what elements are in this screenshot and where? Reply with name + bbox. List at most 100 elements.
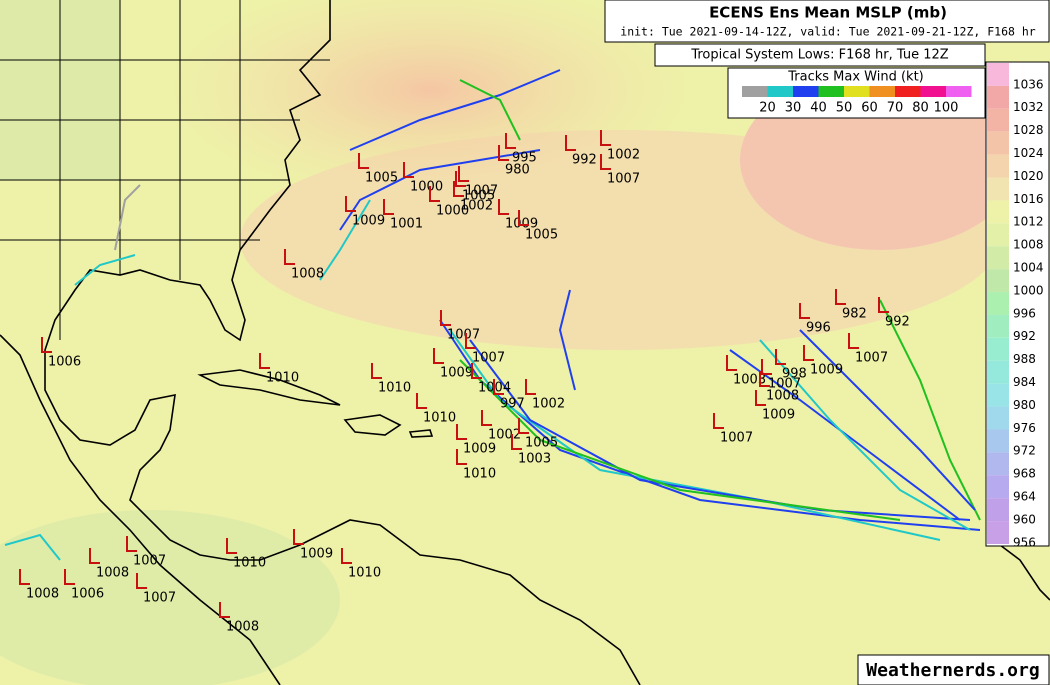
wind-label: 20 [759, 101, 776, 116]
low-pressure-label: 1007 [447, 328, 480, 343]
low-symbol [481, 410, 492, 426]
low-symbol [64, 569, 75, 585]
lows-caption-box [654, 43, 986, 67]
low-pressure-label: 1010 [348, 566, 381, 581]
state-borders [0, 0, 330, 340]
colorbar-label: 1000 [1013, 283, 1044, 297]
colorbar-label: 996 [1013, 306, 1036, 320]
low-pressure-label: 1007 [465, 184, 498, 199]
colorbar-label: 968 [1013, 467, 1036, 481]
wind-swatch [818, 86, 844, 97]
low-symbol [498, 199, 509, 215]
colorbar-cell [987, 452, 1009, 476]
track [469, 339, 971, 521]
track [558, 289, 576, 391]
colorbar-cell [987, 85, 1009, 109]
colorbar-label: 984 [1013, 375, 1036, 389]
wind-swatch [920, 86, 946, 97]
track [799, 329, 976, 511]
wind-swatch [742, 86, 768, 97]
low-symbol [518, 418, 529, 434]
colorbar-label: 1016 [1013, 192, 1044, 206]
low-pressure-label: 1010 [378, 381, 411, 396]
colorbar-cell [987, 292, 1009, 315]
low-symbol [284, 249, 295, 265]
low-symbol [341, 548, 352, 564]
low-symbol [525, 379, 536, 395]
cuba [197, 369, 341, 406]
low-symbol [799, 303, 810, 319]
low-symbol [433, 348, 444, 364]
wind-legend: 20 30 40 50 60 70 80 100 [742, 86, 972, 116]
low-symbol [518, 210, 529, 226]
wind-label: 60 [861, 101, 878, 116]
low-symbol [19, 569, 30, 585]
low-pressure-label: 1008 [226, 620, 259, 635]
track [759, 339, 971, 531]
colorbar-label: 1020 [1013, 169, 1044, 183]
wind-swatch [844, 86, 870, 97]
colorbar-label: 976 [1013, 421, 1036, 435]
lows-caption: Tropical System Lows: F168 hr, Tue 12Z [690, 48, 948, 63]
low-pressure-label: 1000 [410, 180, 443, 195]
low-symbol [259, 353, 270, 369]
low-symbol [600, 130, 611, 146]
colorbar-cell [987, 177, 1009, 201]
colorbar-cell [987, 521, 1009, 544]
low-pressure-label: 995 [512, 151, 537, 166]
low-symbol [458, 166, 469, 182]
low-symbol [126, 536, 137, 552]
colorbar-cell [987, 475, 1009, 499]
low-pressure-area [0, 510, 340, 685]
wind-swatch [869, 86, 895, 97]
colorbar-label: 1028 [1013, 123, 1044, 137]
colorbar-label: 1036 [1013, 77, 1044, 91]
puerto-rico [408, 429, 434, 438]
low-pressure-label: 1005 [525, 228, 558, 243]
colorbar-label: 960 [1013, 512, 1036, 526]
low-pressure-label: 1008 [96, 566, 129, 581]
low-symbol [775, 349, 786, 365]
low-symbol [416, 393, 427, 409]
low-symbol [565, 135, 576, 151]
low-pressure-label: 1006 [71, 587, 104, 602]
track [459, 79, 521, 141]
colorbar-cell [987, 360, 1009, 384]
colorbar-label: 956 [1013, 535, 1036, 549]
colorbar-label: 1004 [1013, 260, 1044, 274]
colorbar-label: 1008 [1013, 238, 1044, 252]
wind-label: 80 [912, 101, 929, 116]
low-pressure-label: 992 [572, 153, 597, 168]
low-pressure-label: 980 [505, 163, 530, 178]
title: ECENS Ens Mean MSLP (mb) [709, 4, 947, 22]
coastline [44, 0, 641, 685]
low-pressure-label: 1002 [607, 148, 640, 163]
hispaniola [343, 414, 402, 436]
wind-legend-title: Tracks Max Wind (kt) [787, 70, 924, 85]
low-pressure-label: 1010 [266, 371, 299, 386]
colorbar-cell [987, 337, 1009, 361]
low-symbol [803, 345, 814, 361]
low-symbol [848, 333, 859, 349]
colorbar-cell [987, 223, 1009, 247]
low-pressure-label: 998 [782, 367, 807, 382]
low-pressure-label: 1009 [463, 442, 496, 457]
low-pressure-label: 1005 [365, 171, 398, 186]
coastline [999, 544, 1050, 601]
colorbar-cell [987, 63, 1009, 86]
low-symbol [383, 199, 394, 215]
low-symbol [371, 363, 382, 379]
coastline [0, 334, 281, 685]
low-symbol [471, 363, 482, 379]
low-symbol [878, 297, 889, 313]
low-pressure-label: 1009 [440, 366, 473, 381]
colorbar-cell [987, 154, 1009, 178]
low-symbol [498, 145, 509, 161]
wind-label: 100 [934, 101, 959, 116]
low-pressure-label: 1002 [532, 397, 565, 412]
low-pressure-label: 1001 [390, 217, 423, 232]
colorbar-label: 988 [1013, 352, 1036, 366]
low-symbol [600, 154, 611, 170]
low-pressure-label: 1005 [462, 189, 495, 204]
